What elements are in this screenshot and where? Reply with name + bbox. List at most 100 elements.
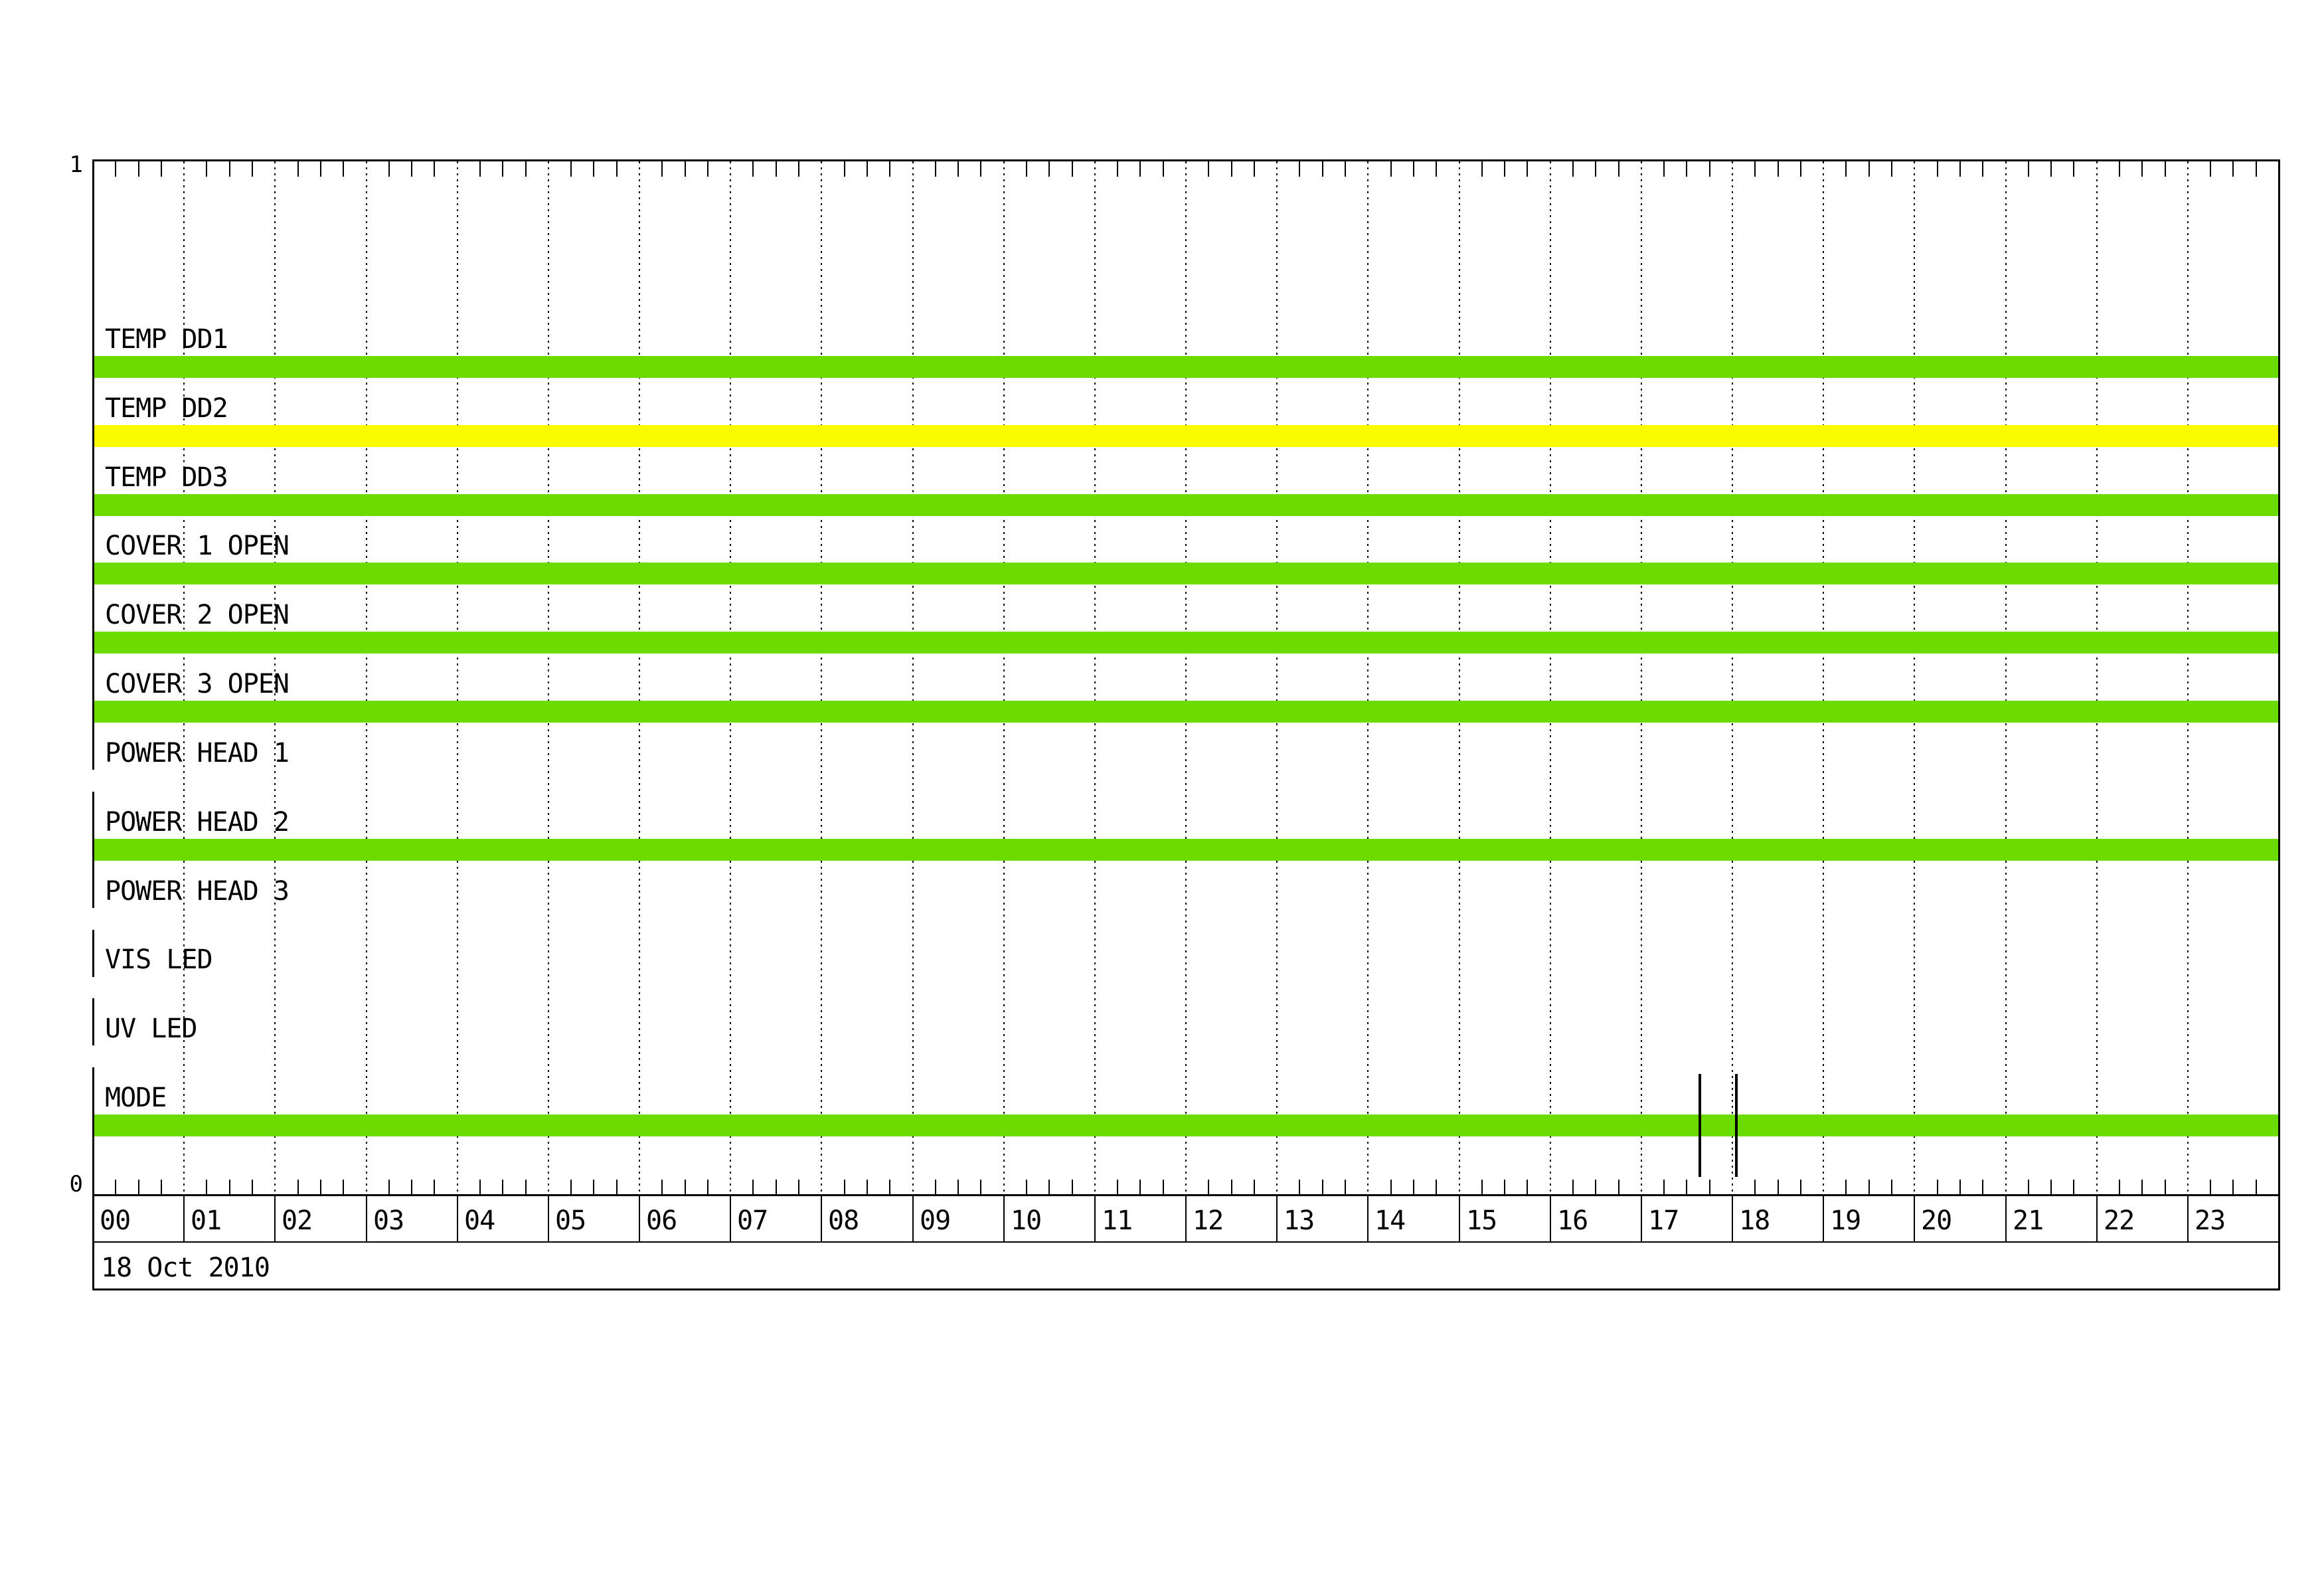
minor-tick-top (570, 161, 572, 177)
minor-tick-top (1413, 161, 1414, 177)
hour-cell-separator (1641, 1194, 1642, 1241)
hour-label: 09 (920, 1205, 951, 1236)
minor-tick-bottom (1845, 1180, 1847, 1194)
minor-tick-top (115, 161, 116, 177)
hour-cell-separator (1823, 1194, 1824, 1241)
minor-tick-bottom (1436, 1180, 1437, 1194)
minor-tick-top (661, 161, 663, 177)
minor-tick-top (2232, 161, 2234, 177)
minor-tick-bottom (479, 1180, 481, 1194)
hour-gridline (274, 161, 276, 1194)
minor-tick-bottom (1663, 1180, 1665, 1194)
minor-tick-bottom (206, 1180, 207, 1194)
channel-bar (92, 701, 2278, 723)
minor-tick-top (1845, 161, 1847, 177)
minor-tick-top (502, 161, 503, 177)
minor-tick-bottom (1254, 1180, 1255, 1194)
minor-tick-bottom (1413, 1180, 1414, 1194)
minor-tick-bottom (2119, 1180, 2120, 1194)
channel-bar (92, 494, 2278, 516)
minor-tick-bottom (1891, 1180, 1892, 1194)
minor-tick-top (161, 161, 162, 177)
footer-bottom-border (92, 1288, 2280, 1290)
hour-cell-separator (639, 1194, 640, 1241)
minor-tick-top (388, 161, 390, 177)
minor-tick-top (1208, 161, 1209, 177)
minor-tick-bottom (1709, 1180, 1710, 1194)
hour-cell-separator (366, 1194, 367, 1241)
minor-tick-bottom (388, 1180, 390, 1194)
minor-tick-top (957, 161, 959, 177)
minor-tick-bottom (1117, 1180, 1118, 1194)
minor-tick-bottom (889, 1180, 890, 1194)
minor-tick-bottom (1778, 1180, 1779, 1194)
hour-label: 07 (737, 1205, 768, 1236)
minor-tick-bottom (1959, 1180, 1961, 1194)
minor-tick-bottom (798, 1180, 799, 1194)
hour-cell-separator (2005, 1194, 2007, 1241)
minor-tick-bottom (1618, 1180, 1619, 1194)
minor-tick-bottom (1572, 1180, 1574, 1194)
minor-tick-top (2141, 161, 2143, 177)
minor-tick-bottom (1504, 1180, 1505, 1194)
channel-label: COVER 2 OPEN (105, 600, 290, 630)
minor-tick-bottom (1982, 1180, 1983, 1194)
minor-tick-bottom (1048, 1180, 1050, 1194)
hour-label: 11 (1102, 1205, 1133, 1236)
minor-tick-bottom (2141, 1180, 2143, 1194)
hour-label: 21 (2013, 1205, 2044, 1236)
minor-tick-top (1072, 161, 1073, 177)
hour-cell-separator (1459, 1194, 1460, 1241)
minor-tick-bottom (115, 1180, 116, 1194)
minor-tick-bottom (1322, 1180, 1323, 1194)
hour-cell-separator (457, 1194, 458, 1241)
y-axis-label-top: 1 (69, 151, 83, 178)
hour-label: 10 (1011, 1205, 1042, 1236)
hour-gridline (821, 161, 822, 1194)
minor-tick-bottom (2050, 1180, 2052, 1194)
minor-tick-top (1527, 161, 1528, 177)
hour-cell-separator (821, 1194, 822, 1241)
minor-tick-top (1982, 161, 1983, 177)
hour-gridline (730, 161, 731, 1194)
minor-tick-bottom (685, 1180, 686, 1194)
hour-label: 17 (1648, 1205, 1679, 1236)
hour-gridline (912, 161, 914, 1194)
minor-tick-top (935, 161, 936, 177)
hour-gridline (1641, 161, 1642, 1194)
hour-label: 06 (646, 1205, 677, 1236)
minor-tick-top (1778, 161, 1779, 177)
minor-tick-bottom (297, 1180, 299, 1194)
minor-tick-bottom (1868, 1180, 1870, 1194)
left-axis-spine-segment (92, 1067, 94, 1290)
channel-label: UV LED (105, 1014, 197, 1044)
hour-label: 05 (555, 1205, 586, 1236)
minor-tick-top (1959, 161, 1961, 177)
minor-tick-top (776, 161, 777, 177)
minor-tick-top (411, 161, 412, 177)
channel-bar (92, 563, 2278, 584)
minor-tick-bottom (776, 1180, 777, 1194)
minor-tick-bottom (2073, 1180, 2074, 1194)
hour-cell-separator (1185, 1194, 1187, 1241)
hour-gridline (548, 161, 549, 1194)
left-axis-spine-segment (92, 930, 94, 977)
minor-tick-top (889, 161, 890, 177)
minor-tick-bottom (980, 1180, 981, 1194)
minor-tick-bottom (1595, 1180, 1596, 1194)
hour-label: 18 (1739, 1205, 1770, 1236)
minor-tick-top (138, 161, 139, 177)
hour-gridline (1276, 161, 1278, 1194)
minor-tick-top (2165, 161, 2166, 177)
minor-tick-top (1117, 161, 1118, 177)
minor-tick-bottom (593, 1180, 594, 1194)
minor-tick-bottom (1208, 1180, 1209, 1194)
minor-tick-top (206, 161, 207, 177)
minor-tick-bottom (1299, 1180, 1300, 1194)
hour-row-divider (92, 1241, 2280, 1243)
minor-tick-top (616, 161, 618, 177)
y-axis-label-bottom: 0 (69, 1171, 83, 1197)
left-axis-spine-segment (92, 998, 94, 1045)
minor-tick-top (525, 161, 527, 177)
hour-gridline (1367, 161, 1369, 1194)
